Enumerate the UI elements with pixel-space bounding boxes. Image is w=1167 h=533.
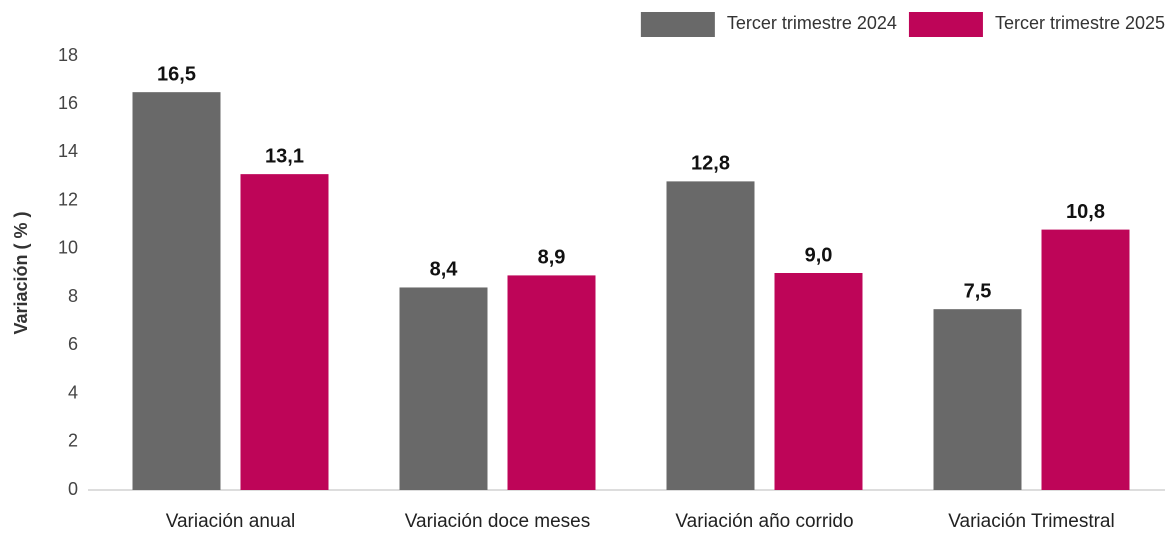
y-tick-label: 16	[58, 93, 78, 113]
x-tick-label: Variación Trimestral	[948, 511, 1114, 532]
legend-swatch	[640, 12, 715, 37]
bar	[1041, 229, 1130, 490]
value-label: 13,1	[265, 145, 304, 167]
x-tick-label: Variación año corrido	[675, 511, 853, 532]
bar	[240, 174, 329, 490]
bar	[132, 92, 221, 491]
value-label: 16,5	[157, 63, 196, 85]
bar	[774, 273, 863, 490]
bar	[507, 275, 596, 490]
legend-label: Tercer trimestre 2024	[727, 13, 897, 33]
y-axis-label: Variación ( % )	[11, 211, 31, 334]
legend-swatch	[908, 12, 983, 37]
y-tick-label: 4	[68, 382, 78, 402]
x-tick-label: Variación doce meses	[405, 511, 591, 532]
y-tick-label: 14	[58, 141, 78, 161]
y-tick-label: 10	[58, 238, 78, 258]
y-tick-label: 0	[68, 479, 78, 499]
bar	[399, 287, 488, 490]
value-label: 12,8	[691, 153, 730, 175]
value-label: 7,5	[964, 280, 992, 302]
bar	[933, 309, 1022, 490]
value-label: 10,8	[1066, 201, 1105, 223]
y-tick-label: 18	[58, 45, 78, 65]
x-tick-label: Variación anual	[166, 511, 296, 532]
legend-label: Tercer trimestre 2025	[995, 13, 1165, 33]
y-tick-label: 6	[68, 334, 78, 354]
bar	[666, 181, 755, 490]
value-label: 9,0	[805, 244, 833, 266]
y-tick-label: 8	[68, 286, 78, 306]
y-tick-label: 12	[58, 189, 78, 209]
value-label: 8,4	[430, 259, 459, 281]
y-tick-label: 2	[68, 431, 78, 451]
value-label: 8,9	[538, 247, 566, 269]
